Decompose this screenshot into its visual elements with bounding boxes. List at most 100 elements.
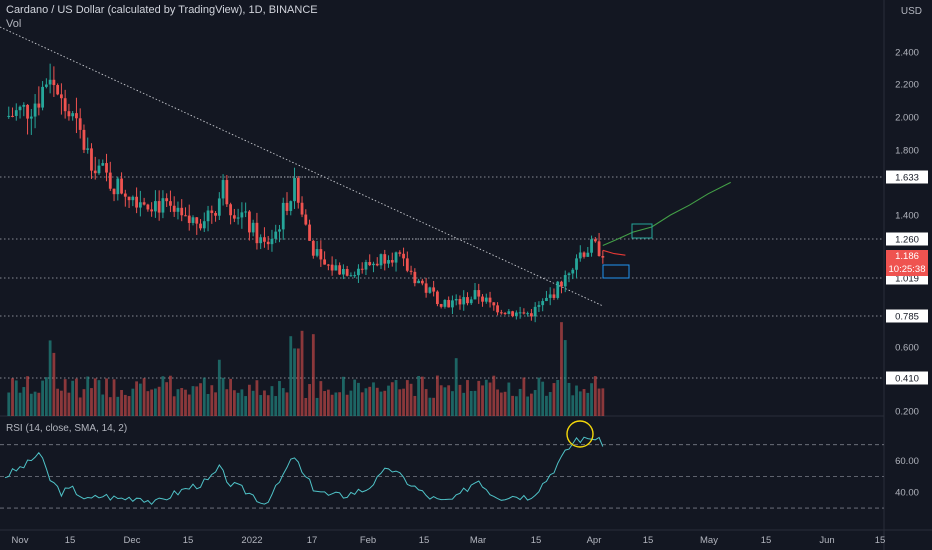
candle-body — [511, 311, 514, 317]
candle-body — [127, 196, 131, 201]
candle-body — [169, 201, 172, 206]
volume-bar — [601, 388, 605, 416]
volume-bar — [342, 376, 345, 416]
volume-bar — [120, 389, 123, 416]
candle-body — [477, 290, 481, 297]
time-tick-4: 2022 — [241, 535, 262, 546]
volume-bar — [526, 396, 530, 416]
volume-bar — [541, 381, 545, 416]
candle-body — [120, 178, 123, 194]
candle-body — [499, 312, 503, 314]
volume-bar — [101, 394, 105, 416]
volume-bar — [454, 358, 458, 416]
volume-bar — [266, 395, 270, 416]
candle-body — [11, 115, 14, 117]
volume-bar — [552, 383, 556, 416]
volume-bar — [172, 396, 176, 416]
volume-bar — [52, 352, 56, 416]
candle-body — [263, 237, 266, 242]
price-tick-0: 2.400 — [895, 48, 919, 59]
candle-body — [184, 215, 187, 217]
candle-body — [255, 222, 259, 244]
volume-bar — [458, 384, 462, 416]
rsi-highlight-circle — [566, 420, 594, 448]
volume-bar — [488, 382, 492, 416]
candle-body — [575, 258, 578, 270]
volume-bar — [413, 395, 417, 416]
volume-bar — [357, 382, 360, 416]
candle-body — [530, 313, 533, 317]
volume-bar — [221, 377, 225, 416]
volume-bar — [270, 386, 274, 416]
candle-body — [75, 113, 78, 119]
price-tick-1: 2.200 — [895, 80, 919, 91]
candle-body — [413, 271, 417, 284]
candle-body — [578, 252, 582, 259]
volume-bar — [157, 386, 161, 416]
candle-body — [195, 217, 199, 224]
candle-body — [548, 294, 552, 298]
volume-bar — [323, 391, 326, 416]
candle-body — [375, 263, 379, 266]
candle-body — [259, 237, 263, 244]
candle-body — [7, 115, 11, 117]
candle-body — [22, 104, 26, 107]
candle-body — [342, 268, 345, 275]
candle-body — [138, 202, 142, 208]
volume-bar — [86, 376, 90, 416]
volume-bar — [533, 390, 537, 416]
candle-body — [180, 207, 184, 216]
price-tick-8: 0.785 — [895, 312, 919, 323]
volume-bar — [556, 380, 560, 416]
candle-body — [454, 299, 458, 301]
candle-body — [436, 291, 439, 305]
candle-body — [398, 252, 402, 254]
candle-body — [101, 163, 105, 166]
candle-body — [270, 238, 274, 245]
volume-bar — [593, 376, 597, 416]
candle-body — [26, 104, 29, 119]
candle-body — [232, 215, 236, 219]
candle-body — [458, 299, 462, 305]
volume-bar — [492, 375, 496, 416]
countdown-tag: 10:25:38 — [886, 263, 928, 276]
volume-bar — [97, 380, 101, 416]
candle-body — [248, 211, 251, 233]
volume-bar — [225, 389, 229, 416]
candle-body — [405, 258, 409, 271]
candle-body — [357, 268, 360, 276]
volume-bar — [18, 392, 22, 416]
candle-body — [18, 106, 22, 111]
candle-body — [545, 297, 548, 302]
volume-bar — [507, 382, 511, 416]
volume-bar — [232, 390, 236, 416]
candle-body — [556, 281, 560, 298]
price-tag-bg-6 — [886, 232, 928, 246]
volume-bar — [597, 388, 601, 416]
candle-body — [473, 290, 477, 300]
volume-bar — [575, 385, 578, 416]
volume-bar — [93, 378, 97, 416]
volume-bar — [443, 387, 447, 416]
candle-body — [41, 86, 44, 108]
price-tag-bg-10 — [886, 371, 928, 385]
volume-bar — [191, 386, 195, 416]
volume-bar — [387, 385, 390, 416]
volume-bar — [390, 382, 394, 416]
volume-bar — [281, 388, 285, 416]
candle-body — [191, 217, 195, 223]
candle-body — [278, 229, 281, 232]
candle-body — [304, 214, 308, 225]
volume-bar — [447, 385, 451, 416]
candle-body — [67, 111, 71, 117]
candle-body — [93, 170, 97, 174]
candle-body — [353, 275, 357, 277]
volume-bar — [263, 390, 266, 416]
volume-bar — [451, 391, 454, 416]
time-tick-2: Dec — [124, 535, 141, 546]
volume-bar — [368, 386, 372, 416]
volume-bar — [548, 392, 552, 416]
candle-body — [590, 239, 593, 253]
